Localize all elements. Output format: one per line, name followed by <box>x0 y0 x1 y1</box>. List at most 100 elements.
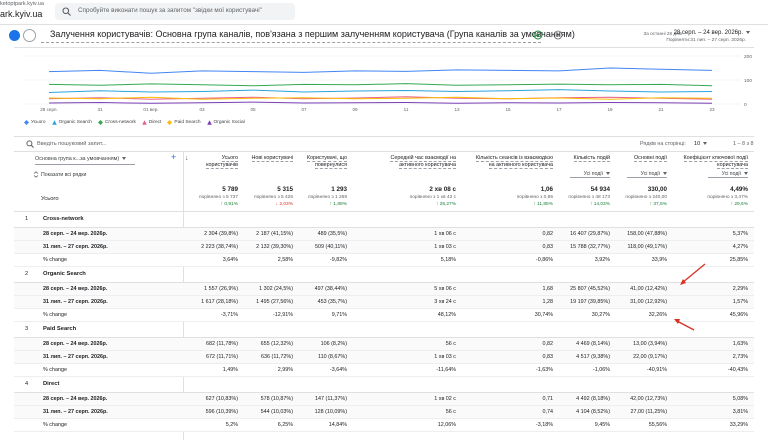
table-cell: 2 304 (39,8%) <box>204 231 238 237</box>
table-cell: 13,00 (3,94%) <box>633 341 667 347</box>
series-line <box>48 96 713 100</box>
x-tick-label: 11 <box>404 107 409 112</box>
table-cell: 16 407 (29,87%) <box>570 231 610 237</box>
table-cell: 56 с <box>445 341 456 347</box>
pagination: 1 – 8 з 8 <box>733 141 754 147</box>
divider <box>14 47 754 48</box>
row-divider <box>14 405 754 406</box>
legend-swatch <box>24 120 29 125</box>
table-cell: 5,37% <box>732 231 748 237</box>
x-tick-label: 09 <box>352 107 358 112</box>
legend-item[interactable]: Усього <box>24 120 46 125</box>
table-cell: 0,82 <box>542 341 554 347</box>
legend-item[interactable]: Paid Search <box>167 120 201 125</box>
x-tick-label: 15 <box>505 107 511 112</box>
column-header[interactable]: Кількість подій <box>560 155 610 162</box>
series-line <box>48 101 713 104</box>
dimension-select[interactable]: Основна група к...за умовчанням) <box>35 156 135 165</box>
column-header[interactable]: Усього користувачів <box>190 155 238 169</box>
row-label: % change <box>43 257 67 263</box>
search-box[interactable] <box>55 3 295 20</box>
table-cell: 1 хв 03 с <box>434 244 456 250</box>
column-header[interactable]: Кількість сеансів із взаємодією на актив… <box>470 155 553 169</box>
total-change: ↑ 11,85% <box>533 202 553 207</box>
legend-item[interactable]: Cross-network <box>97 120 136 125</box>
table-cell: 30,27% <box>591 312 610 318</box>
legend-item[interactable]: Organic Search <box>51 120 92 125</box>
x-tick-label: 05 <box>250 107 256 112</box>
y-tick-label: 0 <box>744 102 747 108</box>
table-cell: -12,91% <box>272 312 293 318</box>
column-header-text: Кількість сеансів із взаємодією на актив… <box>475 155 553 169</box>
table-cell: 2,58% <box>277 257 293 263</box>
group-name: Direct <box>43 381 60 387</box>
table-cell: 3 хв 24 с <box>434 299 456 305</box>
column-header[interactable]: Основні події <box>616 155 667 162</box>
metric-select[interactable]: Усі події <box>570 171 610 178</box>
row-background <box>14 309 754 321</box>
metric-select[interactable]: Усі події <box>708 171 748 178</box>
table-cell: 1,28 <box>542 299 554 305</box>
row-label: % change <box>43 367 67 373</box>
total-value: 330,00 <box>647 186 667 193</box>
legend: Усього Organic Search Cross-network Direct P… <box>24 120 245 125</box>
total-change: ↑ 14,03% <box>589 202 610 207</box>
add-comparison[interactable] <box>23 29 36 42</box>
table-cell: 128 (10,09%) <box>314 409 347 415</box>
table-cell: 5 хв 06 с <box>434 286 456 292</box>
column-header[interactable]: Коефіцієнт ключової події користувача <box>680 155 748 169</box>
row-divider <box>14 337 754 338</box>
row-background <box>14 283 754 295</box>
title-box <box>41 29 541 43</box>
legend-item[interactable]: Direct <box>142 120 161 125</box>
table-cell: -1,06% <box>592 367 610 373</box>
date-range[interactable]: 28 серп. – 24 вер. 2026р. <box>674 30 750 36</box>
metric-select[interactable]: Усі події <box>627 171 667 178</box>
row-divider <box>14 350 754 351</box>
table-search[interactable]: Введіть пошуковий запит... <box>37 141 107 147</box>
table-cell: 636 (11,72%) <box>261 354 293 360</box>
x-tick-label: 07 <box>301 107 307 112</box>
table-cell: 578 (10,87%) <box>260 396 293 402</box>
group-name: Paid Search <box>43 326 77 332</box>
table-cell: 5,2% <box>225 422 238 428</box>
line-chart: 0 100 200 28 серп. 31 01 вер. 03 05 07 09 11 13 15 17… <box>25 54 752 112</box>
column-header-text: Коефіцієнт ключової події користувача <box>683 155 748 169</box>
total-compare: порівняно з 0,95 <box>516 195 553 200</box>
table-cell: -40,91% <box>646 367 667 373</box>
legend-marker <box>142 120 147 125</box>
group-name: Organic Search <box>43 271 86 277</box>
column-header-text: Нові користувачі <box>251 155 293 162</box>
sort-icon[interactable]: ↓ <box>185 155 189 162</box>
row-divider <box>14 363 754 364</box>
row-label: 31 лип. – 27 серп. 2026р. <box>43 354 108 360</box>
site-name[interactable]: ark.kyiv.ua <box>0 9 43 19</box>
table-search-icon <box>26 140 34 148</box>
legend-swatch <box>97 120 103 125</box>
group-index: 2 <box>25 271 29 277</box>
column-header-text: Кількість подій <box>573 155 610 162</box>
x-tick-label: 19 <box>607 107 613 112</box>
row-background <box>14 228 754 240</box>
legend-item[interactable]: Organic Social <box>206 120 245 125</box>
column-header[interactable]: Нові користувачі <box>244 155 293 162</box>
row-divider <box>14 211 754 212</box>
group-index: 4 <box>25 381 29 387</box>
show-all-rows[interactable]: Показати всі рядки <box>41 172 87 178</box>
column-header[interactable]: Середній час взаємодії на активного кори… <box>372 155 456 169</box>
table-cell: 489 (35,5%) <box>317 231 347 237</box>
segment-badge[interactable] <box>9 30 20 41</box>
total-change: ↑ 1,89% <box>329 202 347 207</box>
table-cell: 48,12% <box>437 312 456 318</box>
table-cell: 4 492 (8,18%) <box>576 396 610 402</box>
add-dimension[interactable]: + <box>171 152 177 162</box>
title-icons[interactable] <box>533 30 563 40</box>
column-header-text: Середній час взаємодії на активного кори… <box>390 155 456 169</box>
group-index: 3 <box>25 326 29 332</box>
row-label: 28 серп. – 24 вер. 2026р. <box>43 341 108 347</box>
column-header[interactable]: Користувачі, що повернулися <box>300 155 347 169</box>
total-compare: порівняно з 1 269 <box>308 195 347 200</box>
rows-per-page[interactable]: 10 <box>694 141 707 147</box>
table-cell: 2,73% <box>732 354 748 360</box>
